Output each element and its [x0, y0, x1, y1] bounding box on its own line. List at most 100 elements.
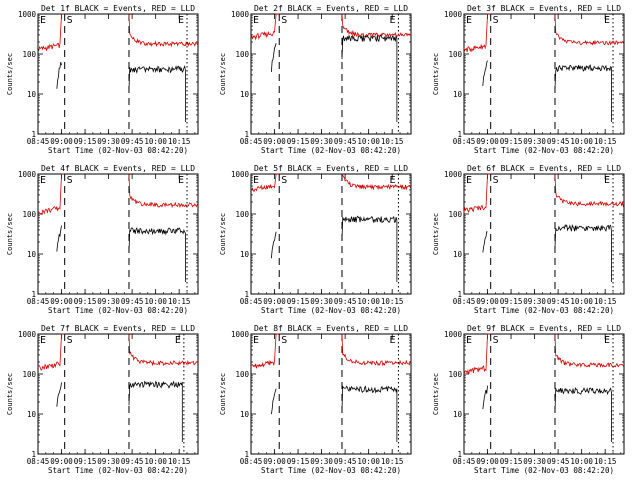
plot-frame	[37, 333, 199, 455]
x-axis-title: Start Time (02-Nov-03 08:42:20)	[261, 306, 401, 315]
y-tick-label: 1000	[18, 170, 37, 179]
x-tick-label: 09:45	[547, 457, 570, 466]
x-axis-title: Start Time (02-Nov-03 08:42:20)	[48, 466, 188, 475]
x-axis-title: Start Time (02-Nov-03 08:42:20)	[48, 306, 188, 315]
x-tick-label: 09:30	[523, 137, 546, 146]
panel-title: Det 7f BLACK = Events, RED = LLD	[41, 324, 195, 333]
y-tick-label: 100	[22, 50, 36, 59]
marker-start-label: E	[466, 335, 472, 346]
y-axis-title: Counts/sec	[432, 53, 440, 95]
lld-series-line	[250, 333, 280, 369]
x-axis-title: Start Time (02-Nov-03 08:42:20)	[474, 146, 614, 155]
marker-end-label: E	[389, 335, 395, 346]
detector-panel: Det 9f BLACK = Events, RED = LLD 1 10 100 10…	[432, 324, 625, 475]
events-series-line	[56, 225, 62, 252]
y-axis-title: Counts/sec	[6, 213, 14, 255]
y-tick-label: 100	[235, 370, 249, 379]
x-tick-label: 09:00	[50, 457, 73, 466]
lld-series-line	[128, 173, 199, 209]
marker-start-label: E	[466, 175, 472, 186]
events-series-line	[482, 231, 488, 253]
x-tick-label: 08:45	[240, 137, 263, 146]
marker-s-label: S	[67, 175, 73, 186]
y-axis-title: Counts/sec	[6, 53, 14, 95]
x-tick-label: 10:15	[594, 457, 617, 466]
events-series-line	[482, 385, 488, 410]
x-tick-label: 09:45	[334, 457, 357, 466]
x-axis-title: Start Time (02-Nov-03 08:42:20)	[261, 466, 401, 475]
y-tick-label: 1	[31, 290, 36, 299]
y-tick-label: 10	[27, 90, 37, 99]
x-tick-label: 09:15	[74, 457, 97, 466]
marker-s-label: S	[493, 335, 499, 346]
y-tick-label: 1	[457, 290, 462, 299]
x-tick-label: 09:15	[287, 457, 310, 466]
lld-series-line	[463, 13, 491, 53]
plot-frame	[250, 173, 412, 295]
marker-end-label: E	[604, 335, 610, 346]
marker-start-label: E	[40, 15, 46, 26]
y-tick-label: 1000	[18, 10, 37, 19]
y-tick-label: 100	[235, 210, 249, 219]
marker-s-label: S	[493, 175, 499, 186]
events-series-line	[554, 387, 612, 442]
plot-frame	[463, 13, 625, 135]
y-axis-title: Counts/sec	[432, 213, 440, 255]
events-series-line	[128, 380, 183, 442]
x-tick-label: 10:00	[144, 457, 167, 466]
y-tick-label: 10	[453, 90, 463, 99]
panel-title: Det 6f BLACK = Events, RED = LLD	[467, 164, 621, 173]
marker-start-label: E	[253, 335, 259, 346]
lld-series-line	[128, 13, 199, 48]
lld-series-line	[341, 173, 412, 191]
detector-panel: Det 3f BLACK = Events, RED = LLD 1 10 100 10…	[432, 4, 625, 155]
events-series-line	[270, 388, 277, 415]
panel-title: Det 8f BLACK = Events, RED = LLD	[254, 324, 408, 333]
x-tick-label: 08:45	[240, 457, 263, 466]
y-tick-label: 10	[27, 250, 37, 259]
x-tick-label: 09:45	[121, 297, 144, 306]
events-series-line	[128, 65, 186, 122]
marker-end-label: E	[604, 175, 610, 186]
events-series-line	[128, 227, 186, 282]
lld-series-line	[554, 13, 625, 46]
detector-panel: Det 4f BLACK = Events, RED = LLD 1 10 100 10…	[6, 164, 199, 315]
lld-series-line	[128, 333, 199, 367]
detector-panel: Det 8f BLACK = Events, RED = LLD 1 10 100 10…	[219, 324, 412, 475]
y-tick-label: 1000	[444, 10, 463, 19]
events-series-line	[56, 382, 62, 407]
x-tick-label: 10:00	[357, 297, 380, 306]
x-tick-label: 10:00	[357, 457, 380, 466]
y-tick-label: 1000	[444, 330, 463, 339]
y-tick-label: 100	[22, 210, 36, 219]
y-tick-label: 1	[244, 130, 249, 139]
x-tick-label: 09:15	[287, 297, 310, 306]
marker-end-label: E	[604, 15, 610, 26]
x-tick-label: 08:45	[453, 297, 476, 306]
x-tick-label: 09:30	[97, 137, 120, 146]
x-tick-label: 10:00	[357, 137, 380, 146]
marker-s-label: S	[281, 335, 287, 346]
y-tick-label: 1000	[231, 170, 250, 179]
x-tick-label: 10:00	[144, 297, 167, 306]
x-tick-label: 08:45	[453, 137, 476, 146]
x-tick-label: 09:30	[310, 297, 333, 306]
detector-panel: Det 7f BLACK = Events, RED = LLD 1 10 100 10…	[6, 324, 199, 475]
marker-end-label: E	[389, 175, 395, 186]
panel-title: Det 5f BLACK = Events, RED = LLD	[254, 164, 408, 173]
events-series-line	[554, 64, 612, 122]
lld-series-line	[37, 13, 65, 52]
plot-frame	[37, 173, 199, 295]
events-series-line	[554, 223, 612, 282]
x-tick-label: 09:00	[263, 297, 286, 306]
detector-panel: Det 2f BLACK = Events, RED = LLD 1 10 100 10…	[219, 4, 412, 155]
x-axis-title: Start Time (02-Nov-03 08:42:20)	[261, 146, 401, 155]
y-tick-label: 1000	[231, 10, 250, 19]
y-tick-label: 1	[31, 450, 36, 459]
y-tick-label: 1	[457, 450, 462, 459]
marker-start-label: E	[466, 15, 472, 26]
x-tick-label: 09:30	[310, 457, 333, 466]
panel-title: Det 3f BLACK = Events, RED = LLD	[467, 4, 621, 13]
x-tick-label: 10:00	[570, 457, 593, 466]
